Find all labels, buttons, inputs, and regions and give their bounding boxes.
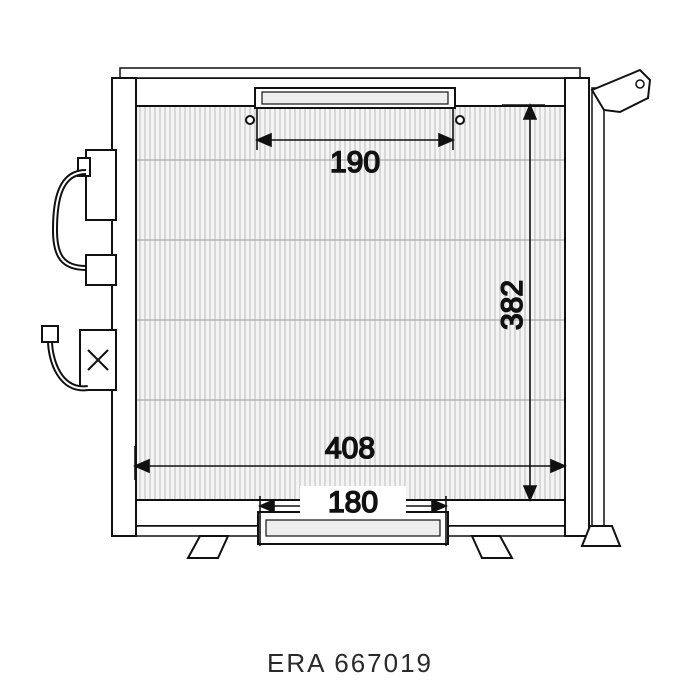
dim-label-height: 382	[496, 280, 529, 330]
diagram-stage: ERA	[0, 0, 700, 700]
right-endtank	[565, 70, 650, 546]
dim-label-width: 408	[325, 432, 375, 465]
dim-label-top: 190	[330, 146, 380, 179]
caption-brand: ERA	[267, 648, 325, 678]
left-manifold	[42, 78, 136, 536]
product-caption: ERA 667019	[0, 648, 700, 679]
dim-label-bottom: 180	[328, 486, 378, 519]
caption-partnumber: 667019	[334, 648, 433, 678]
condenser-drawing: ERA	[0, 0, 700, 700]
